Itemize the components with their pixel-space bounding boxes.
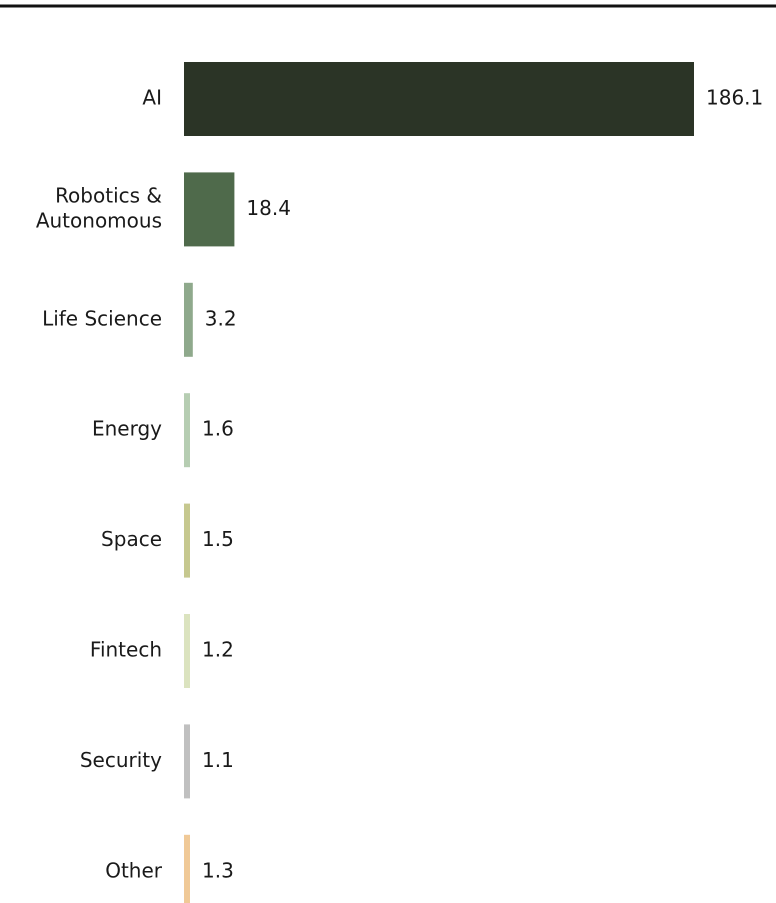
- category-label-line: Autonomous: [36, 208, 162, 232]
- bar: [184, 614, 190, 688]
- category-label: Energy: [92, 417, 162, 441]
- bar: [184, 282, 193, 357]
- bar: [184, 834, 190, 903]
- category-label-line: Security: [80, 748, 162, 772]
- value-label: 1.1: [202, 748, 234, 772]
- category-label-line: Robotics &: [55, 183, 162, 207]
- category-label: Other: [105, 858, 163, 882]
- bars-group: AI 186.1 Robotics & Autonomous 18.4 Life Scie…: [36, 62, 763, 903]
- value-label: 186.1: [706, 86, 763, 110]
- value-label: 18.4: [246, 196, 291, 220]
- value-label: 1.3: [202, 858, 234, 882]
- category-label: Life Science: [42, 306, 162, 330]
- category-label: Security: [80, 748, 162, 772]
- category-label-line: Life Science: [42, 306, 162, 330]
- value-label: 1.2: [202, 638, 234, 662]
- bar: [184, 724, 190, 799]
- bar: [184, 62, 694, 136]
- category-label-line: Other: [105, 858, 163, 882]
- category-label: Robotics & Autonomous: [36, 183, 162, 232]
- value-label: 1.6: [202, 417, 234, 441]
- value-label: 3.2: [205, 306, 237, 330]
- category-label-line: Energy: [92, 417, 162, 441]
- category-label-line: Fintech: [90, 638, 162, 662]
- category-label: Space: [101, 527, 162, 551]
- bar: [184, 172, 235, 247]
- category-label-line: AI: [142, 86, 162, 110]
- bar: [184, 393, 190, 468]
- category-label-line: Space: [101, 527, 162, 551]
- bar: [184, 503, 190, 578]
- category-label: AI: [142, 86, 162, 110]
- value-label: 1.5: [202, 527, 234, 551]
- category-label: Fintech: [90, 638, 162, 662]
